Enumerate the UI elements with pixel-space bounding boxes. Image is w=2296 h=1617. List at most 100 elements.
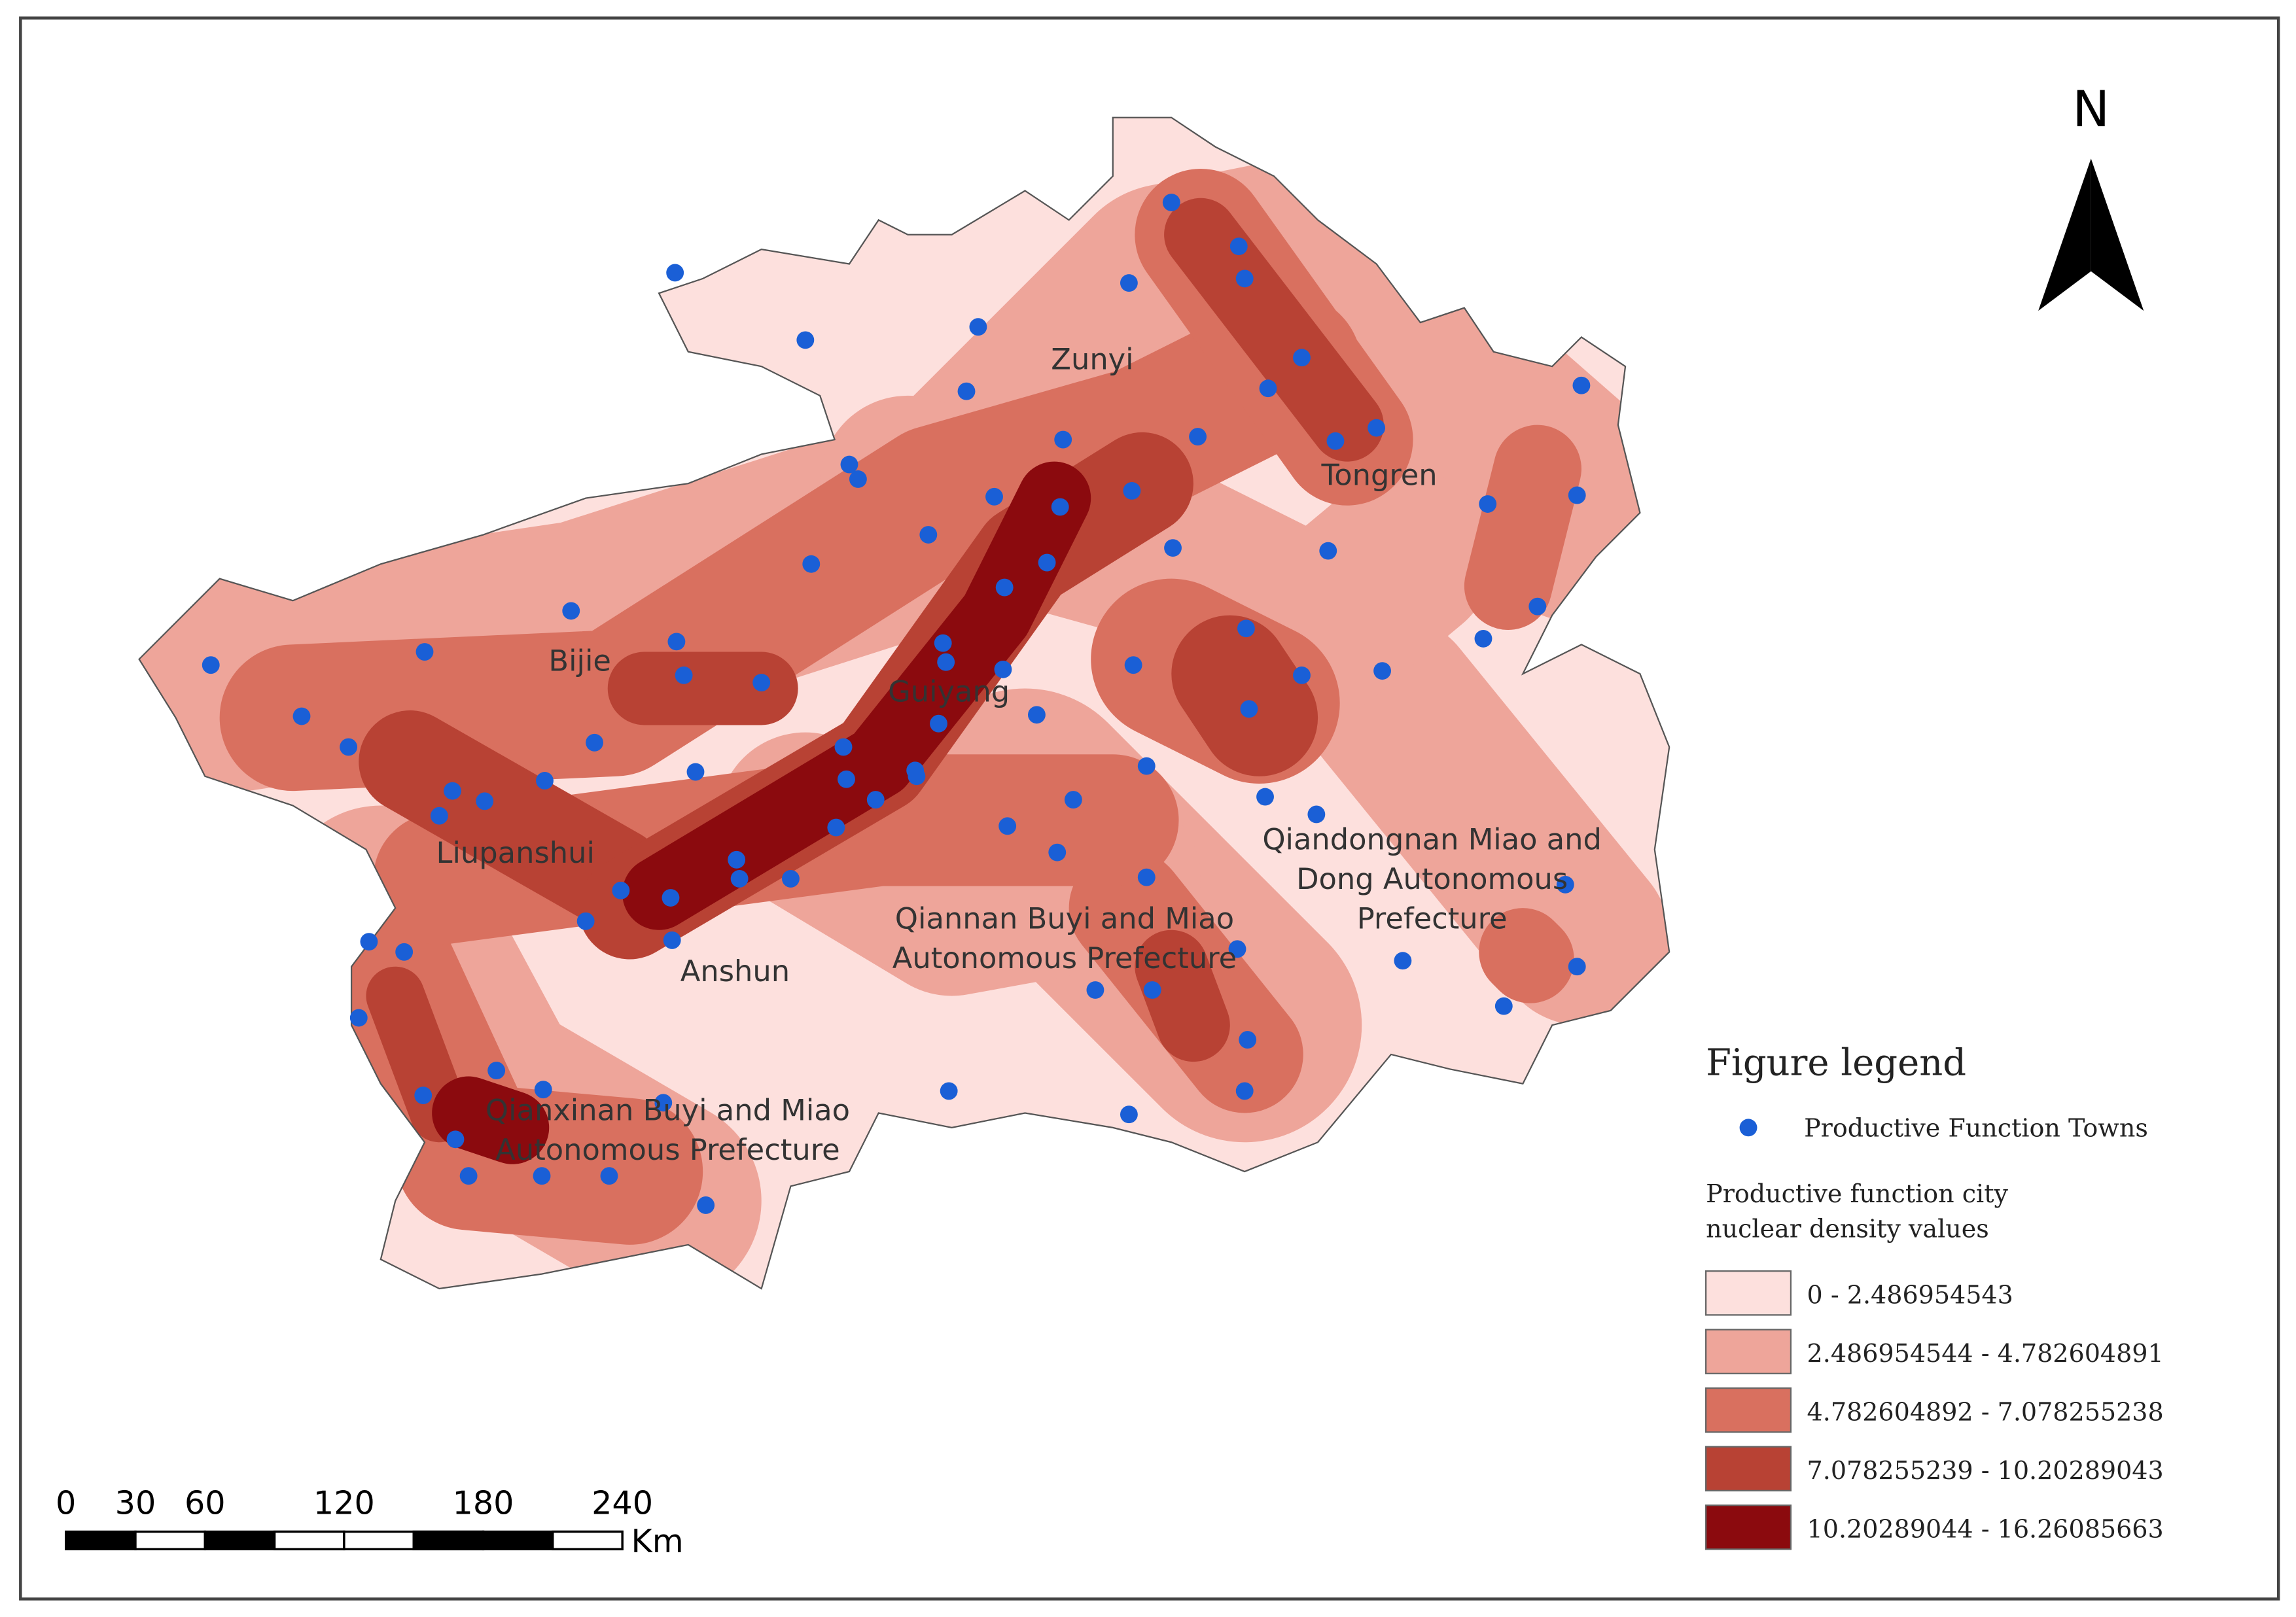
legend-swatch [1705,1504,1792,1550]
region-label: Qiannan Buyi and Miao [895,901,1234,936]
town [686,763,705,781]
density-class-3 [219,293,1362,791]
town [1189,428,1207,446]
town [1235,270,1254,288]
scale-tick-label: 240 [592,1484,653,1522]
town [1086,981,1104,999]
town [1556,875,1574,894]
town [919,526,938,544]
legend-swatch [1705,1270,1792,1316]
town [985,487,1003,506]
town [446,1130,465,1149]
town [796,331,815,349]
town [1143,981,1161,999]
density-class-5 [622,461,1091,930]
town [476,792,494,810]
legend-class-label: 2.486954544 - 4.782604891 [1807,1339,2164,1368]
legend-point-label: Productive Function Towns [1804,1113,2148,1142]
town [430,807,448,825]
town [1120,274,1138,292]
region-label: Qiandongnan Miao and [1262,822,1602,857]
town [360,933,378,951]
town [697,1196,715,1214]
town [1568,958,1586,976]
town [998,817,1017,835]
town [1394,952,1412,970]
town [1259,379,1277,398]
town [487,1062,506,1080]
legend-class-label: 10.20289044 - 16.26085663 [1807,1514,2164,1543]
town [562,602,580,620]
town [1326,432,1345,450]
town [908,767,926,786]
town [730,869,749,888]
town [995,578,1014,597]
town [1572,376,1591,394]
density-class-4 [366,966,469,1143]
scale-unit: Km [631,1522,684,1560]
north-label: N [2072,80,2110,138]
town [1064,791,1082,808]
town [666,264,684,282]
town [667,633,686,651]
town [1228,940,1246,958]
town [1229,237,1248,256]
density-class-3 [1464,425,1581,630]
town [1038,553,1056,572]
town [802,555,821,573]
scale-subsegment [273,1530,345,1551]
legend-class-label: 0 - 2.486954543 [1807,1280,2013,1309]
region-label: Qianxinan Buyi and Miao [486,1093,850,1128]
legend: Figure legend Productive Function Towns … [1705,1041,2164,1550]
town [576,912,595,930]
town [752,674,771,691]
town [1162,194,1180,211]
town [1124,656,1142,674]
town [202,656,220,674]
town [1164,539,1182,557]
town [395,943,414,961]
town [1319,542,1337,560]
town [663,931,681,949]
town [1123,481,1141,500]
town [533,1167,551,1185]
town [1293,666,1311,684]
town [866,791,885,808]
town [1237,619,1255,638]
legend-swatch [1705,1387,1792,1433]
scale-subsegment [412,1530,485,1551]
scale-segment [134,1530,206,1551]
town [1494,997,1513,1015]
town [1137,868,1156,886]
town [662,889,680,907]
density-class-2 [1303,615,1670,1026]
town [415,643,434,661]
legend-density-title: Productive function city [1706,1179,2008,1208]
town [349,1009,368,1027]
density-class-5 [432,1076,550,1164]
region-labels: Zunyi Tongren Bijie Guiyang Liupanshui Anshun… [436,342,1602,1167]
scale-subsegment [552,1530,624,1551]
town [1239,1031,1257,1049]
region-label: Guiyang [888,674,1010,709]
scale-tick-label: 180 [453,1484,514,1522]
town [1528,597,1547,616]
town [1051,498,1069,516]
town [654,1094,673,1112]
legend-class-label: 7.078255239 - 10.20289043 [1807,1456,2164,1485]
scale-tick-label: 60 [185,1484,226,1522]
town [1048,843,1067,861]
town [937,653,955,671]
region-label: Bijie [548,644,611,678]
town [957,382,976,400]
town [1027,706,1046,724]
town [969,318,987,336]
town [930,714,947,733]
town [1373,662,1391,680]
town [675,666,693,684]
legend-swatch [1705,1329,1792,1374]
town [1256,788,1274,806]
town [1137,757,1156,775]
